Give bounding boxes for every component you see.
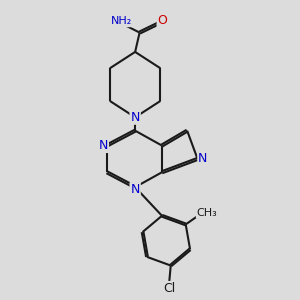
Text: Cl: Cl <box>163 282 176 295</box>
Text: N: N <box>130 111 140 124</box>
Text: NH₂: NH₂ <box>111 16 132 26</box>
Text: N: N <box>130 183 140 196</box>
Text: O: O <box>158 14 167 27</box>
Text: N: N <box>198 152 208 165</box>
Text: N: N <box>99 139 108 152</box>
Text: CH₃: CH₃ <box>197 208 218 218</box>
